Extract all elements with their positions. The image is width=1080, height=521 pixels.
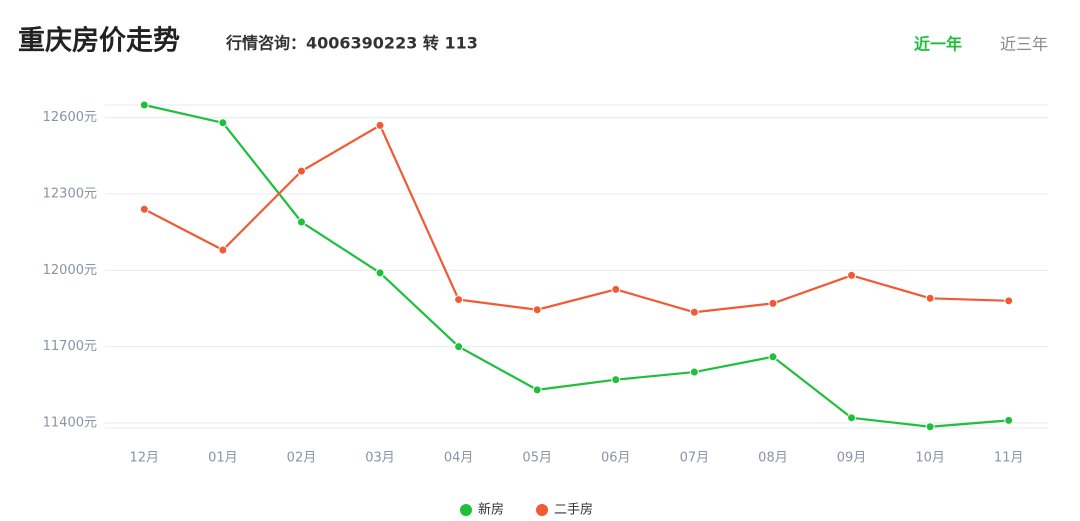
x-tick-label: 06月 [601, 451, 631, 466]
x-tick-label: 11月 [994, 451, 1024, 466]
tab[interactable]: 近一年 [914, 35, 962, 54]
point [689, 307, 699, 317]
x-tick-label: 07月 [680, 451, 710, 466]
point [139, 100, 149, 110]
point [532, 305, 542, 315]
point [768, 298, 778, 308]
point [454, 342, 464, 352]
point [611, 375, 621, 385]
point [1004, 415, 1014, 425]
chart-title: 重庆房价走势 [18, 25, 180, 57]
legend-label[interactable]: 新房 [478, 502, 504, 518]
x-tick-label: 04月 [444, 451, 474, 466]
y-tick-label: 11400元 [43, 415, 97, 430]
subtitle: 行情咨询：4006390223 转 113 [225, 34, 478, 53]
legend-marker[interactable] [460, 504, 472, 516]
line [143, 123, 1009, 314]
point [768, 352, 778, 362]
point [925, 293, 935, 303]
tab[interactable]: 近三年 [1000, 35, 1048, 54]
x-tick-label: 01月 [208, 451, 238, 466]
point [1004, 296, 1014, 306]
legend-marker[interactable] [536, 504, 549, 516]
x-tick-label: 09月 [837, 451, 867, 466]
point [847, 413, 857, 423]
y-tick-label: 12600元 [43, 110, 97, 125]
point [375, 120, 385, 130]
point [296, 166, 306, 176]
x-tick-label: 03月 [365, 451, 395, 466]
point [611, 284, 621, 294]
x-tick-label: 02月 [287, 451, 317, 466]
y-tick-label: 12300元 [43, 187, 97, 202]
y-tick-label: 12000元 [43, 263, 97, 278]
point [139, 204, 149, 214]
x-tick-label: 10月 [915, 451, 945, 466]
point [689, 367, 699, 377]
line [144, 103, 1009, 428]
x-tick-label: 08月 [758, 451, 788, 466]
point [296, 217, 306, 227]
point [454, 295, 464, 305]
point [375, 268, 385, 278]
point [925, 422, 935, 432]
x-tick-label: 05月 [522, 451, 552, 466]
y-tick-label: 11700元 [43, 339, 97, 354]
x-tick-label: 12月 [130, 451, 160, 466]
legend-label[interactable]: 二手房 [554, 502, 593, 518]
point [847, 270, 857, 280]
point [218, 118, 228, 128]
point [532, 385, 542, 395]
point [218, 245, 228, 255]
